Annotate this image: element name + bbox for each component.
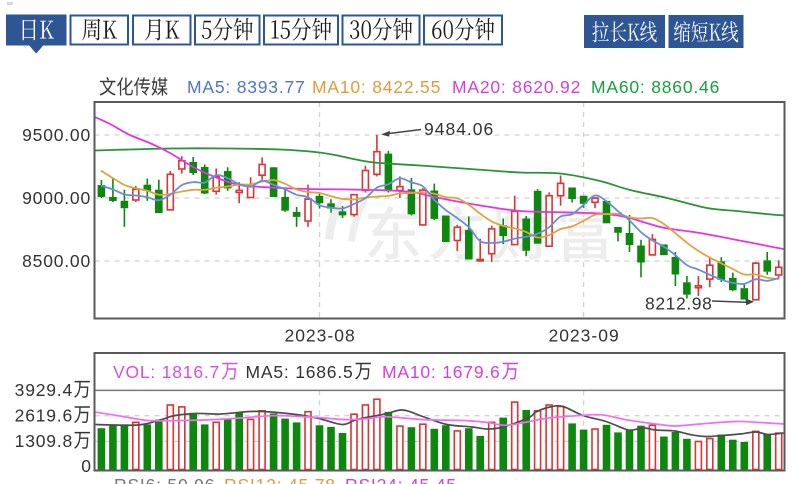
svg-text:8212.98: 8212.98 [645,294,712,314]
svg-text:MA5: 8393.77: MA5: 8393.77 [187,77,306,97]
svg-text:MA10: 8422.55: MA10: 8422.55 [312,77,441,97]
svg-text:2023-09: 2023-09 [548,326,619,346]
svg-text:MA20: 8620.92: MA20: 8620.92 [452,77,581,97]
svg-text:2619.6: 2619.6 [15,406,73,426]
svg-text:9500.00: 9500.00 [22,125,91,145]
svg-text:RSI6: 50.96: RSI6: 50.96 [114,475,215,484]
svg-text:MA5: 1686.5: MA5: 1686.5 [246,362,354,382]
svg-text:9484.06: 9484.06 [424,119,494,139]
svg-text:1309.8: 1309.8 [15,431,73,451]
svg-text:RSI24: 45.45: RSI24: 45.45 [345,475,457,484]
svg-text:3929.4: 3929.4 [15,380,73,400]
svg-text:2023-08: 2023-08 [284,326,355,346]
svg-text:9000.00: 9000.00 [22,188,91,208]
svg-text:VOL: 1816.7: VOL: 1816.7 [113,362,220,382]
svg-text:MA10: 1679.6: MA10: 1679.6 [382,362,501,382]
svg-text:MA60: 8860.46: MA60: 8860.46 [591,77,720,97]
svg-text:8500.00: 8500.00 [22,251,91,271]
svg-text:RSI12: 45.78: RSI12: 45.78 [224,475,336,484]
svg-text:0: 0 [81,456,91,476]
